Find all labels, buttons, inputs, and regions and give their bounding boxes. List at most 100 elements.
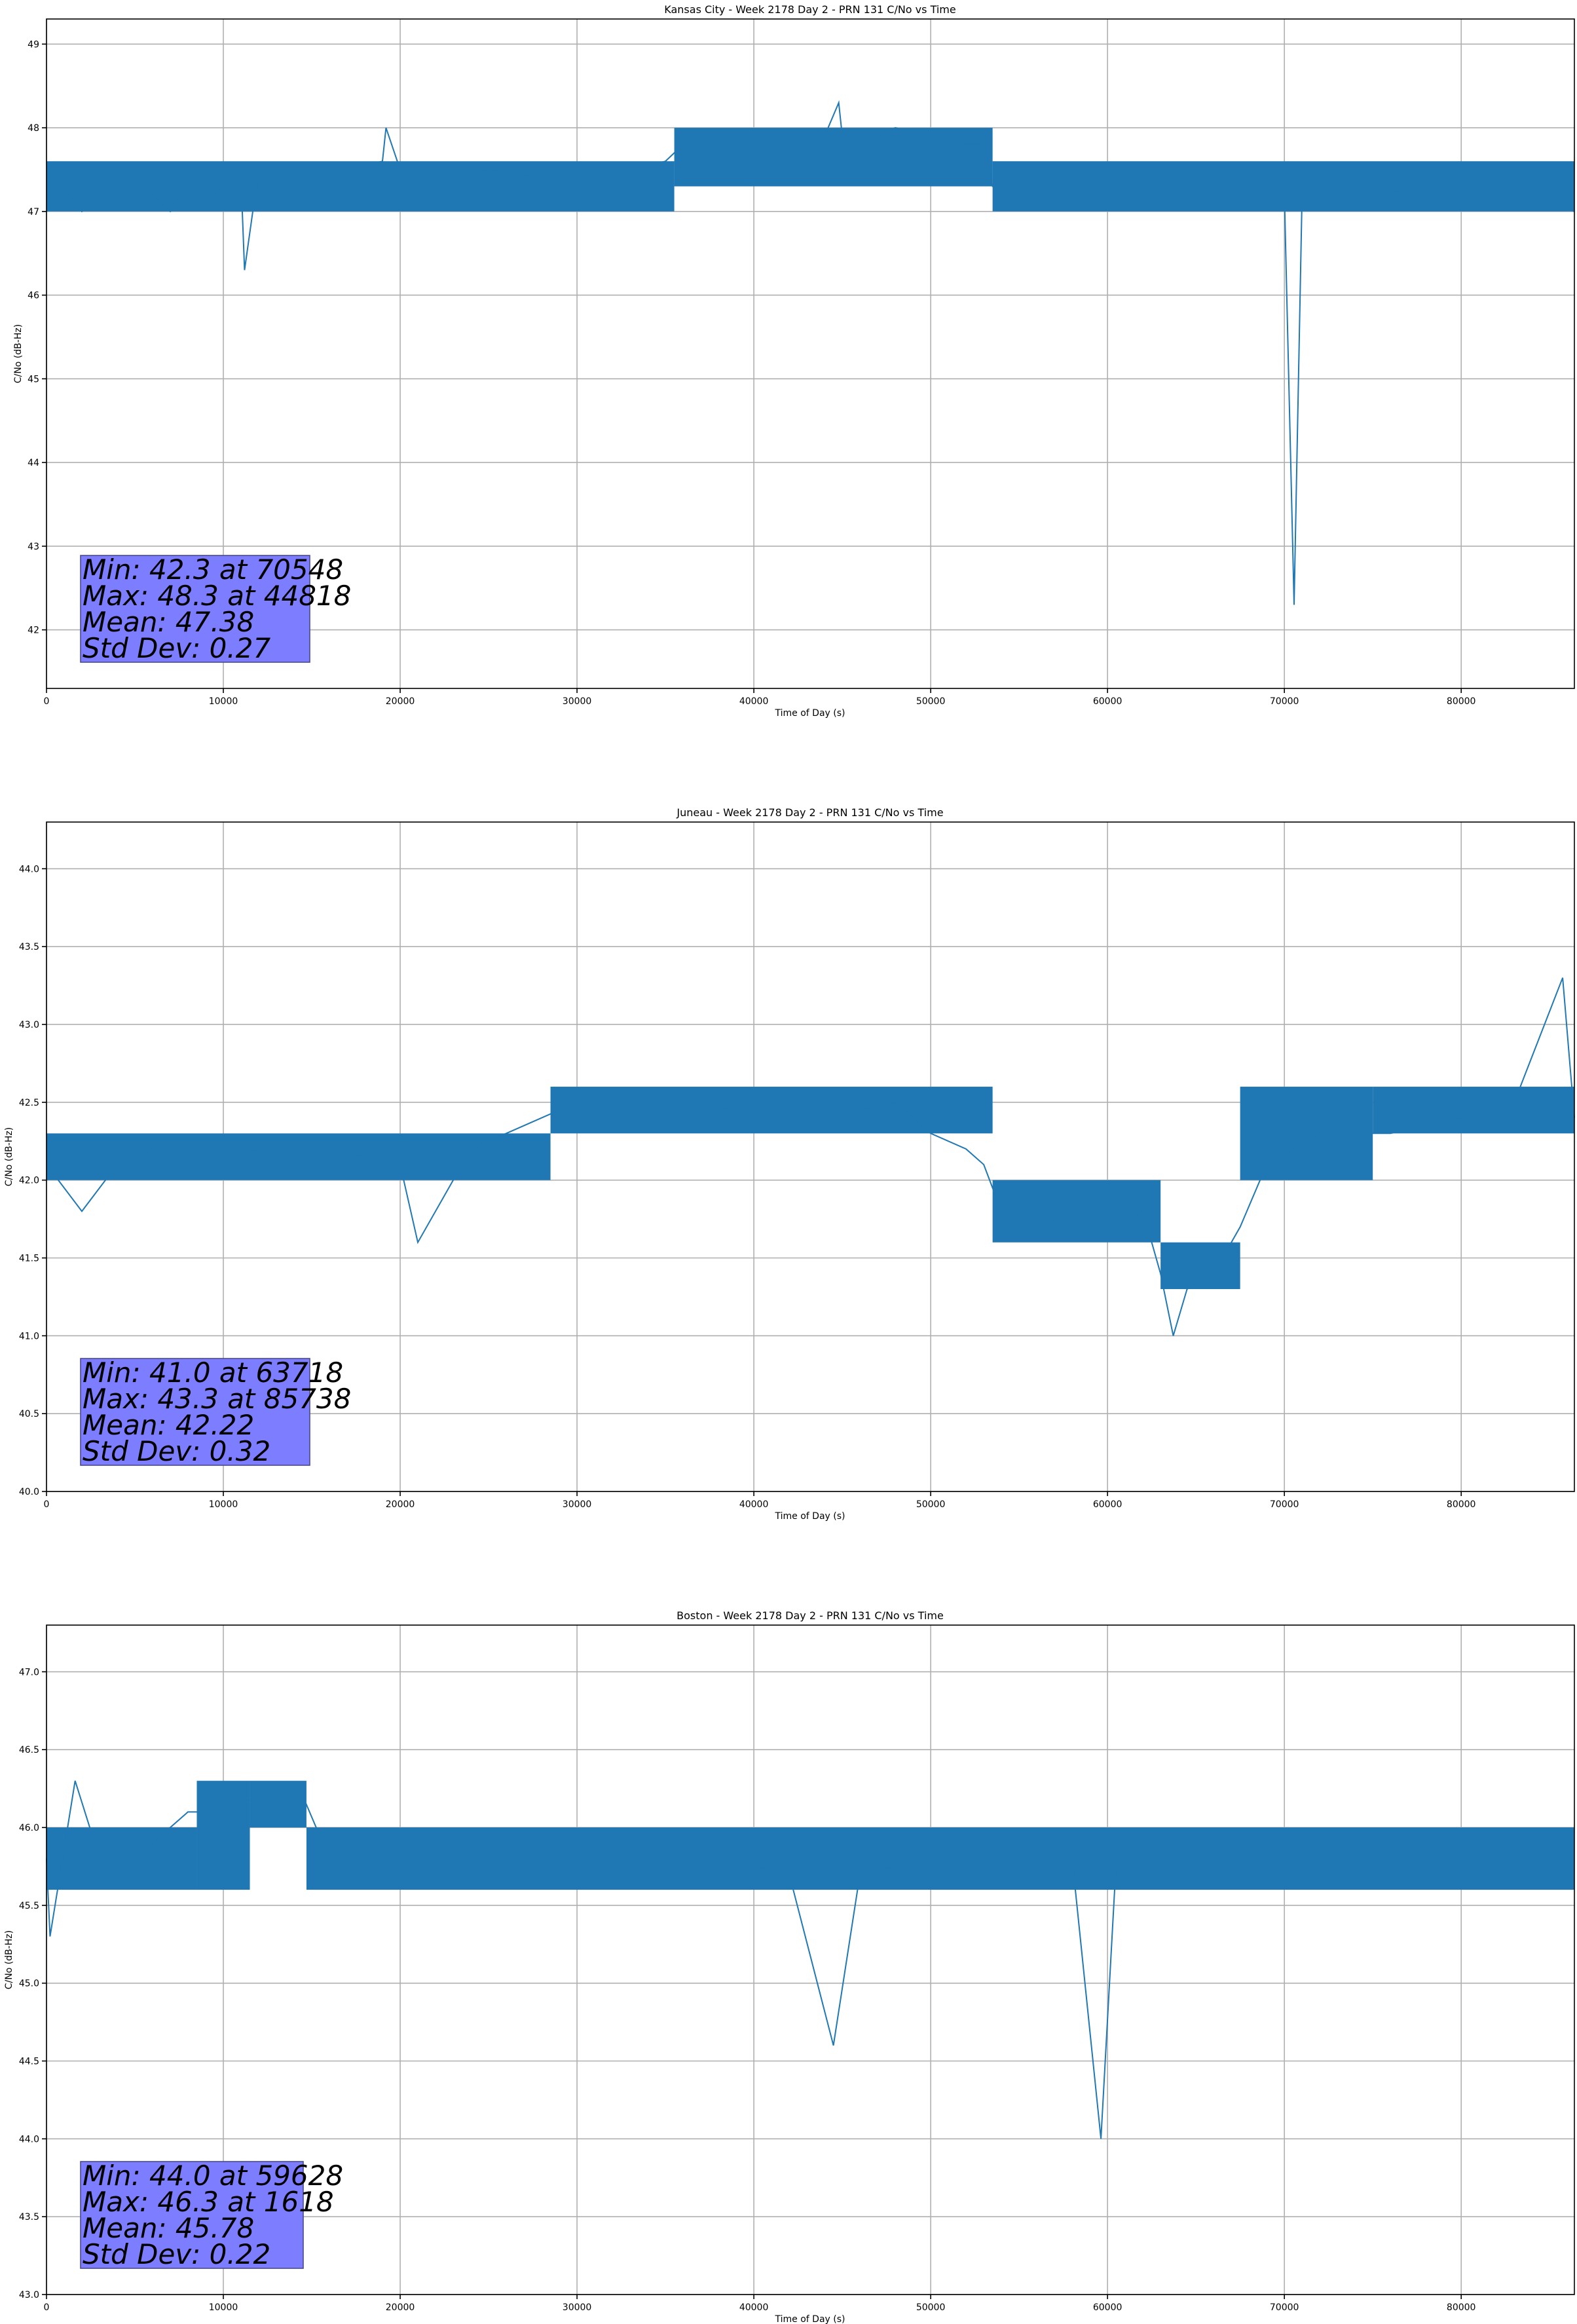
y-tick-label: 45.0 <box>19 1979 39 1989</box>
chart-title: Kansas City - Week 2178 Day 2 - PRN 131 … <box>664 3 955 16</box>
data-band-segment <box>992 161 1574 212</box>
y-tick-label: 46.5 <box>19 1745 39 1755</box>
stats-box: Min: 41.0 at 63718 Max: 43.3 at 85738 Me… <box>80 1357 351 1467</box>
data-band <box>46 128 1574 212</box>
x-tick-label: 60000 <box>1093 1499 1122 1510</box>
y-tick-label: 49 <box>28 39 39 50</box>
x-axis-label: Time of Day (s) <box>775 708 845 719</box>
x-tick-label: 30000 <box>563 696 592 707</box>
y-tick-label: 43.0 <box>19 1020 39 1030</box>
y-axis-ticks: 42 43 44 45 46 47 48 49 <box>28 39 46 636</box>
y-tick-label: 44.0 <box>19 864 39 874</box>
data-series <box>46 1780 1574 2139</box>
stats-mean: Mean: 42.22 <box>83 1409 254 1441</box>
data-band-segment <box>550 1087 993 1134</box>
y-tick-label: 43.5 <box>19 2212 39 2222</box>
y-tick-label: 44.5 <box>19 2056 39 2067</box>
x-tick-label: 20000 <box>386 696 415 707</box>
stats-box: Min: 44.0 at 59628 Max: 46.3 at 1618 Mea… <box>80 2160 343 2270</box>
stats-mean: Mean: 47.38 <box>83 606 254 638</box>
data-series <box>46 977 1575 1336</box>
x-tick-label: 80000 <box>1447 1499 1476 1510</box>
x-tick-label: 70000 <box>1270 2302 1299 2313</box>
y-tick-label: 47 <box>28 207 39 217</box>
x-tick-label: 10000 <box>209 696 238 707</box>
y-tick-label: 41.5 <box>19 1253 39 1264</box>
x-tick-label: 40000 <box>739 1499 769 1510</box>
stats-std-dev: Std Dev: 0.32 <box>83 1435 270 1467</box>
series-line <box>46 1780 1574 2139</box>
y-tick-label: 40.5 <box>19 1409 39 1419</box>
stats-mean: Mean: 45.78 <box>83 2212 254 2244</box>
data-band-segment <box>1160 1242 1240 1290</box>
y-tick-label: 40.0 <box>19 1487 39 1497</box>
stats-max: Max: 48.3 at 44818 <box>83 580 351 612</box>
x-tick-label: 40000 <box>739 696 769 707</box>
x-tick-label: 10000 <box>209 2302 238 2313</box>
series-line <box>46 100 1575 605</box>
y-axis-ticks: 43.0 43.5 44.0 44.5 45.0 45.5 46.0 46.5 47.0 <box>19 1667 46 2300</box>
stats-std-dev: Std Dev: 0.22 <box>83 2238 270 2270</box>
x-tick-label: 20000 <box>386 2302 415 2313</box>
data-series <box>46 100 1575 605</box>
x-tick-label: 60000 <box>1093 2302 1122 2313</box>
data-band <box>46 1780 1574 1890</box>
x-tick-label: 60000 <box>1093 696 1122 707</box>
chart-kansas-city: Kansas City - Week 2178 Day 2 - PRN 131 … <box>13 3 1575 719</box>
data-band-segment <box>46 1133 551 1180</box>
y-tick-label: 41.0 <box>19 1331 39 1341</box>
x-axis-label: Time of Day (s) <box>775 2314 845 2324</box>
y-tick-label: 44 <box>28 458 39 468</box>
y-tick-label: 45 <box>28 374 39 384</box>
data-band-segment <box>46 161 675 212</box>
data-band <box>46 1087 1574 1290</box>
stats-box: Min: 42.3 at 70548 Max: 48.3 at 44818 Me… <box>80 553 351 664</box>
y-tick-label: 47.0 <box>19 1667 39 1677</box>
x-tick-label: 50000 <box>916 2302 946 2313</box>
data-band-segment <box>1373 1087 1574 1134</box>
stats-max: Max: 46.3 at 1618 <box>83 2186 334 2218</box>
x-tick-label: 80000 <box>1447 2302 1476 2313</box>
x-tick-label: 30000 <box>563 1499 592 1510</box>
x-tick-label: 30000 <box>563 2302 592 2313</box>
y-tick-label: 43.0 <box>19 2290 39 2300</box>
data-band-segment <box>250 1780 306 1827</box>
chart-title: Juneau - Week 2178 Day 2 - PRN 131 C/No … <box>676 806 943 819</box>
axes-frame <box>46 18 1575 689</box>
y-tick-label: 43.5 <box>19 942 39 952</box>
data-band-segment <box>992 1180 1161 1243</box>
stats-max: Max: 43.3 at 85738 <box>83 1383 351 1415</box>
y-tick-label: 46 <box>28 291 39 301</box>
stats-std-dev: Std Dev: 0.27 <box>83 632 270 664</box>
x-axis-ticks: 0 10000 20000 30000 40000 50000 60000 70000 8000… <box>44 688 1476 707</box>
axes-frame <box>46 1624 1575 2295</box>
stats-min: Min: 44.0 at 59628 <box>83 2160 343 2192</box>
y-tick-label: 42.0 <box>19 1176 39 1186</box>
data-band-segment <box>196 1780 250 1890</box>
x-tick-label: 70000 <box>1270 1499 1299 1510</box>
chart-juneau: Juneau - Week 2178 Day 2 - PRN 131 C/No … <box>4 806 1575 1522</box>
x-axis-ticks: 0 10000 20000 30000 40000 50000 60000 70000 8000… <box>44 1491 1476 1510</box>
x-tick-label: 0 <box>44 1499 50 1510</box>
stats-min: Min: 42.3 at 70548 <box>83 553 343 586</box>
x-axis-ticks: 0 10000 20000 30000 40000 50000 60000 70000 8000… <box>44 2295 1476 2313</box>
y-axis-ticks: 40.0 40.5 41.0 41.5 42.0 42.5 43.0 43.5 44.0 <box>19 864 46 1497</box>
y-tick-label: 46.0 <box>19 1823 39 1833</box>
chart-boston: Boston - Week 2178 Day 2 - PRN 131 C/No … <box>4 1609 1575 2324</box>
y-axis-label: C/No (dB-Hz) <box>13 324 24 383</box>
y-tick-label: 45.5 <box>19 1901 39 1911</box>
x-tick-label: 40000 <box>739 2302 769 2313</box>
x-tick-label: 70000 <box>1270 696 1299 707</box>
x-tick-label: 50000 <box>916 696 946 707</box>
y-tick-label: 48 <box>28 123 39 134</box>
y-tick-label: 42.5 <box>19 1098 39 1108</box>
series-line <box>46 977 1575 1336</box>
x-tick-label: 0 <box>44 696 50 707</box>
x-tick-label: 80000 <box>1447 696 1476 707</box>
x-tick-label: 10000 <box>209 1499 238 1510</box>
y-tick-label: 43 <box>28 542 39 552</box>
x-tick-label: 20000 <box>386 1499 415 1510</box>
axes-frame <box>46 821 1575 1492</box>
x-axis-label: Time of Day (s) <box>775 1511 845 1522</box>
y-axis-label: C/No (dB-Hz) <box>4 1930 14 1989</box>
